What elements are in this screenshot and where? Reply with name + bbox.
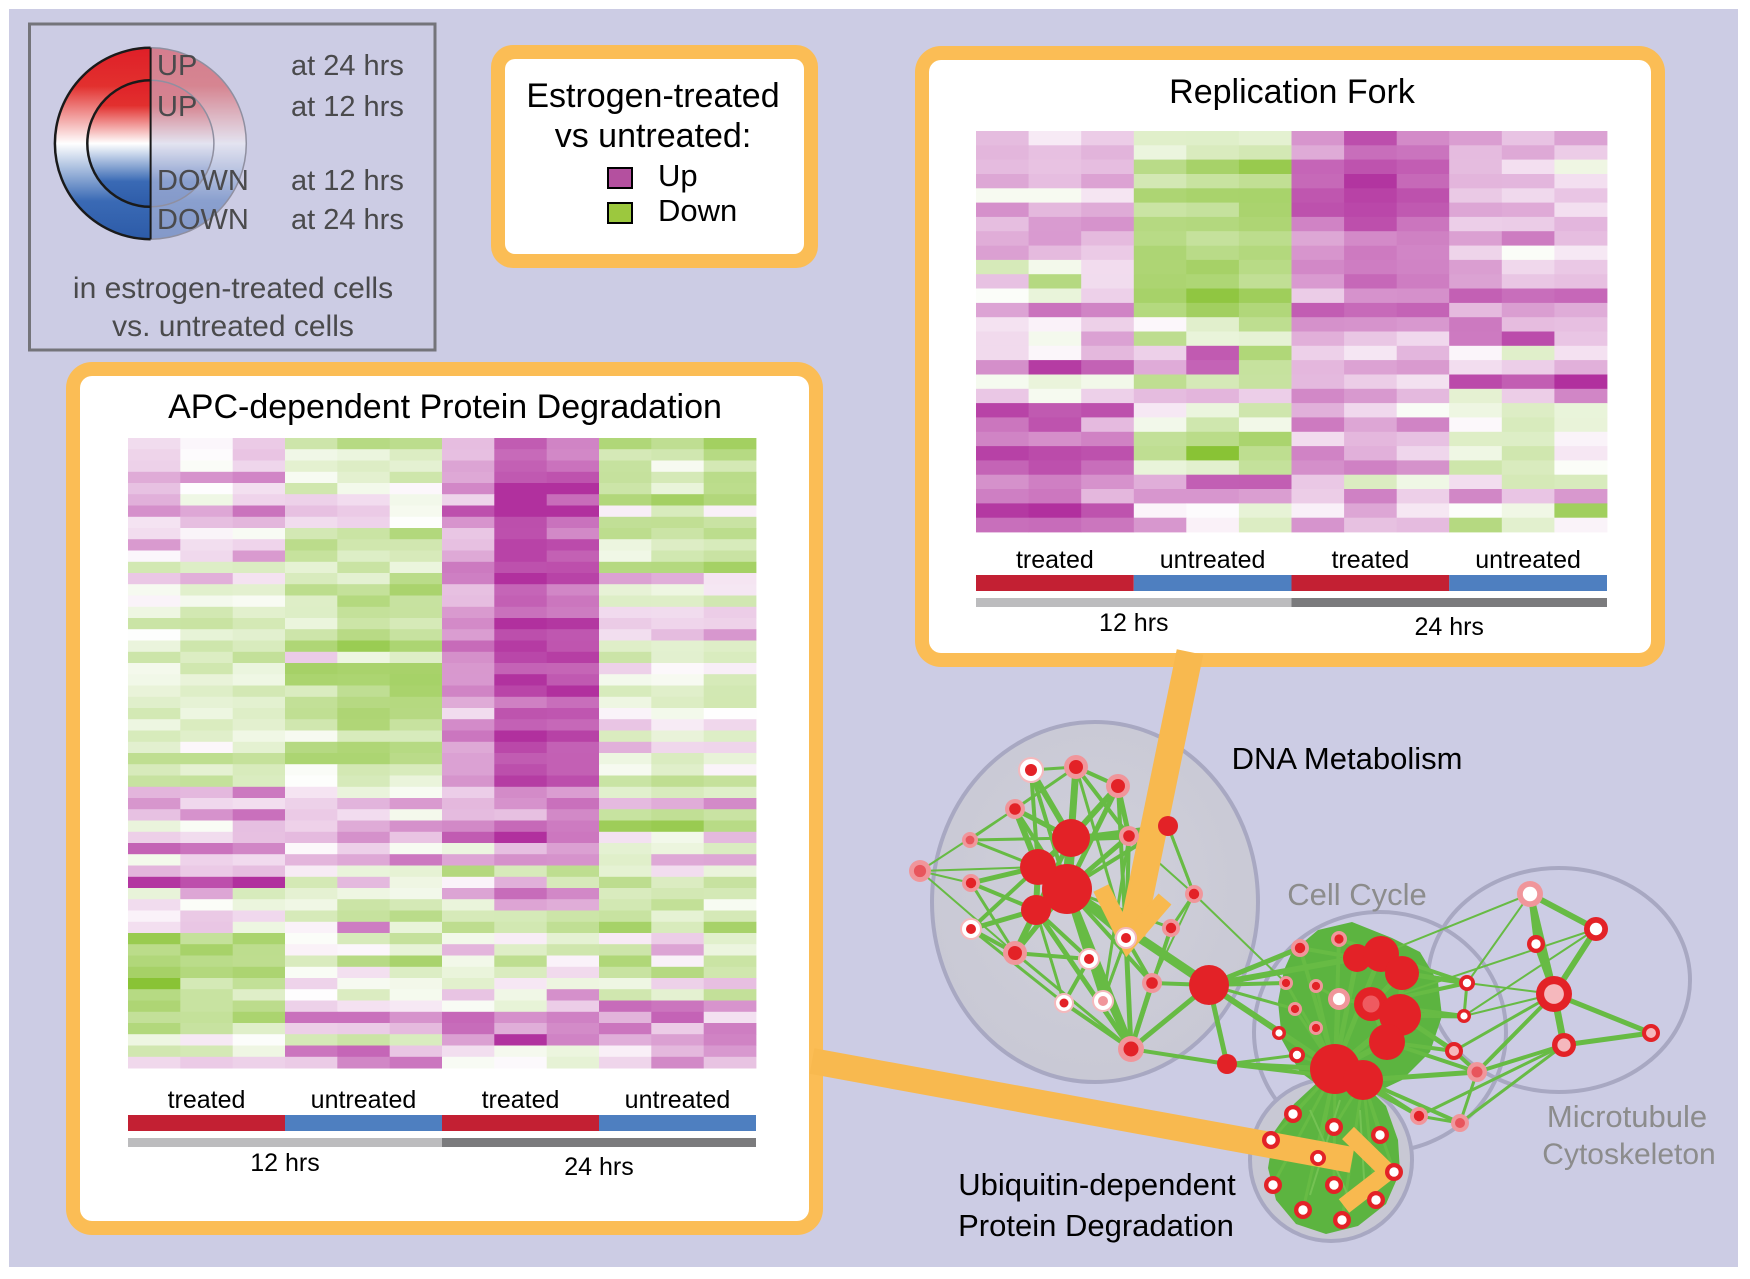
svg-text:Replication Fork: Replication Fork bbox=[1169, 73, 1416, 111]
svg-text:at 12 hrs: at 12 hrs bbox=[291, 91, 404, 123]
svg-text:DOWN: DOWN bbox=[157, 165, 249, 197]
svg-text:24 hrs: 24 hrs bbox=[564, 1153, 633, 1181]
svg-text:Cell Cycle: Cell Cycle bbox=[1287, 877, 1427, 912]
svg-text:untreated: untreated bbox=[311, 1086, 417, 1114]
svg-text:untreated: untreated bbox=[1160, 546, 1266, 574]
svg-text:Estrogen-treated: Estrogen-treated bbox=[526, 77, 779, 115]
svg-text:APC-dependent Protein Degradat: APC-dependent Protein Degradation bbox=[168, 388, 722, 426]
svg-text:UP: UP bbox=[157, 91, 197, 123]
svg-text:12 hrs: 12 hrs bbox=[250, 1149, 319, 1177]
svg-text:Down: Down bbox=[658, 193, 737, 228]
svg-text:Ubiquitin-dependent: Ubiquitin-dependent bbox=[958, 1167, 1236, 1202]
svg-text:Up: Up bbox=[658, 158, 698, 193]
svg-text:12 hrs: 12 hrs bbox=[1099, 609, 1168, 637]
svg-text:in estrogen-treated cells: in estrogen-treated cells bbox=[73, 272, 393, 305]
svg-text:at 12 hrs: at 12 hrs bbox=[291, 165, 404, 197]
svg-text:DOWN: DOWN bbox=[157, 204, 249, 236]
svg-text:at 24 hrs: at 24 hrs bbox=[291, 204, 404, 236]
svg-text:vs untreated:: vs untreated: bbox=[555, 117, 752, 155]
svg-text:at 24 hrs: at 24 hrs bbox=[291, 50, 404, 82]
svg-text:DNA Metabolism: DNA Metabolism bbox=[1232, 741, 1463, 776]
svg-text:Protein Degradation: Protein Degradation bbox=[958, 1208, 1234, 1243]
svg-text:Microtubule: Microtubule bbox=[1547, 1099, 1707, 1134]
svg-text:untreated: untreated bbox=[1475, 546, 1581, 574]
svg-text:vs. untreated cells: vs. untreated cells bbox=[112, 310, 354, 343]
svg-text:treated: treated bbox=[1016, 546, 1094, 574]
svg-text:treated: treated bbox=[1331, 546, 1409, 574]
svg-text:untreated: untreated bbox=[625, 1086, 731, 1114]
svg-text:24 hrs: 24 hrs bbox=[1414, 613, 1483, 641]
svg-text:treated: treated bbox=[168, 1086, 246, 1114]
svg-text:Cytoskeleton: Cytoskeleton bbox=[1542, 1138, 1715, 1171]
svg-text:UP: UP bbox=[157, 50, 197, 82]
svg-text:treated: treated bbox=[482, 1086, 560, 1114]
